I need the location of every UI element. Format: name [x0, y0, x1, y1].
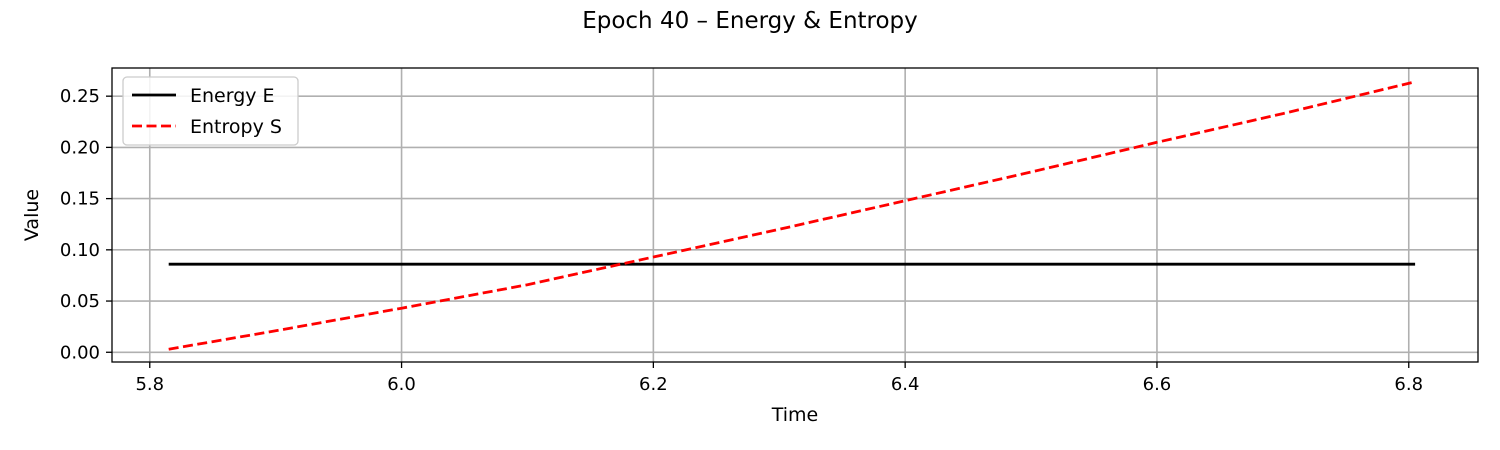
y-tick-label: 0.20	[60, 137, 100, 158]
legend-label: Energy E	[190, 85, 275, 107]
ticks: 5.8 6.0 6.2 6.4 6.6 6.8 0.00 0.05 0.10 0.15 0.20 0.…	[60, 86, 1423, 395]
x-tick-label: 6.8	[1394, 374, 1423, 395]
x-tick-label: 6.4	[891, 374, 920, 395]
x-tick-label: 5.8	[135, 374, 164, 395]
chart-title: Epoch 40 – Energy & Entropy	[582, 8, 918, 34]
y-axis-label: Value	[21, 189, 43, 241]
legend: Energy E Entropy S	[122, 76, 299, 146]
plot-frame	[111, 67, 1479, 363]
series-line-2	[168, 80, 1416, 351]
series-layer	[168, 80, 1416, 351]
grid	[112, 68, 1478, 362]
y-tick-label: 0.10	[60, 240, 100, 261]
x-tick-label: 6.6	[1143, 374, 1172, 395]
x-tick-label: 6.2	[639, 374, 668, 395]
y-tick-label: 0.25	[60, 86, 100, 107]
y-tick-label: 0.15	[60, 189, 100, 210]
x-tick-label: 6.0	[387, 374, 416, 395]
y-tick-label: 0.05	[60, 291, 100, 312]
legend-label: Entropy S	[190, 116, 282, 138]
y-tick-label: 0.00	[60, 342, 100, 363]
x-axis-label: Time	[771, 404, 819, 426]
